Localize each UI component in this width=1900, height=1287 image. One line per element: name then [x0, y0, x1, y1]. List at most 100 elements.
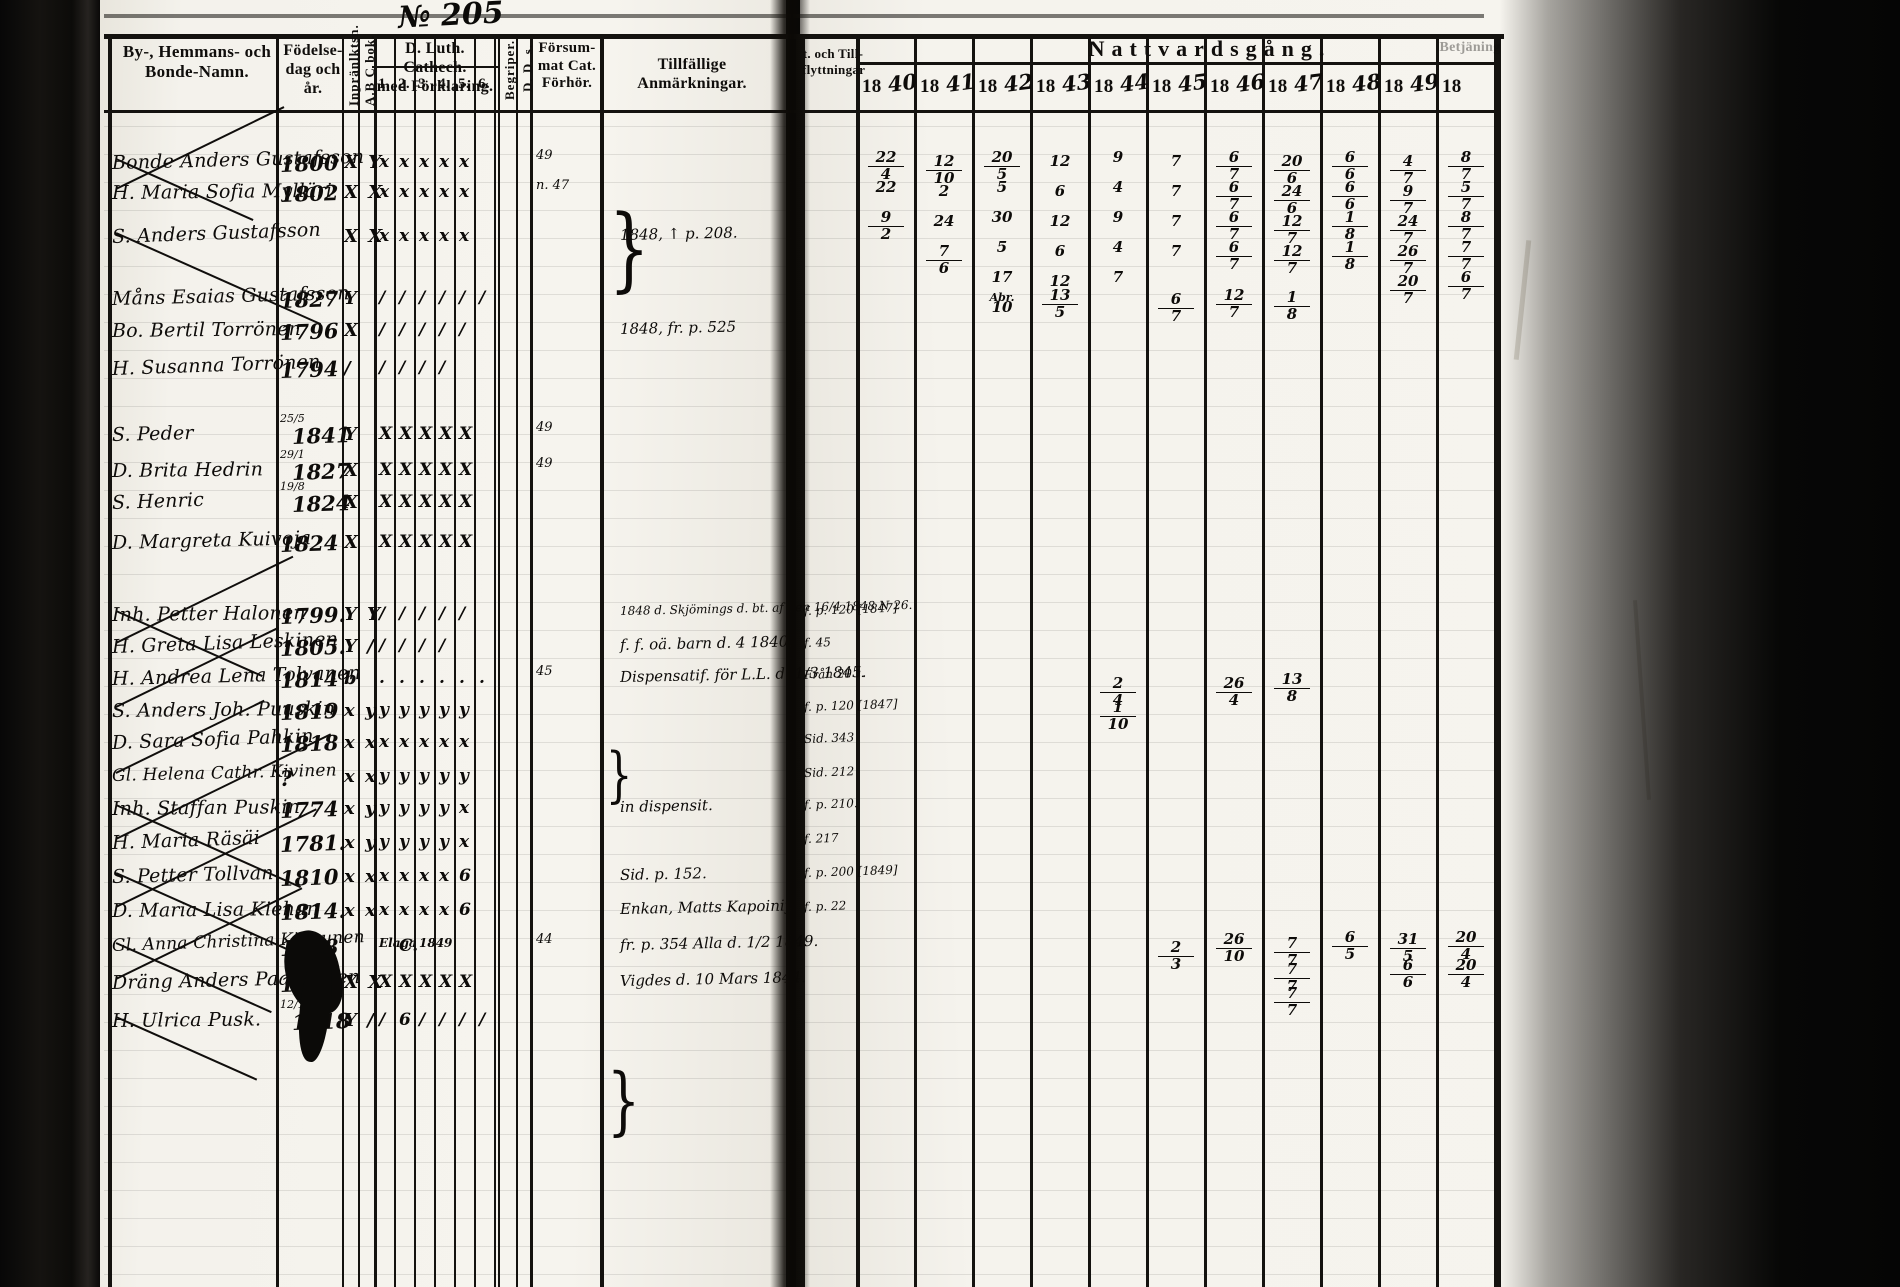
year-header-written-8: 48 — [1350, 68, 1383, 97]
header-inpraning-col: Inpränlktsn. — [346, 24, 361, 106]
row-cathech-1-0: x — [379, 182, 390, 202]
row-cathech-0-2: x — [419, 152, 430, 172]
row-abc-3: Y — [344, 288, 359, 309]
communion-mark-1842-0: 20 5 — [984, 150, 1020, 182]
communion-mark-1849-2: 24 7 — [1390, 214, 1426, 246]
year-header-written-1: 41 — [944, 68, 977, 97]
communion-mark-1849-3: 26 7 — [1390, 244, 1426, 276]
moving-note-6: f. p. 210. — [803, 796, 858, 812]
row-cathech-8-0: X — [379, 492, 393, 512]
row-cathech-21-4: X — [459, 972, 473, 992]
year-header-written-5: 45 — [1176, 68, 1209, 97]
row-cathech-14-3: x — [439, 732, 450, 752]
communion-mark-1845-0: 7 — [1170, 152, 1182, 170]
communion-mark-1843-2: 12 — [1049, 212, 1071, 230]
row-birth-8: 1824 — [291, 489, 351, 517]
row-cathech-16-1: y — [399, 798, 409, 818]
row-abc-8: X — [344, 492, 360, 513]
communion-mark-1845-1: 7 — [1170, 182, 1182, 200]
row-cathech-22-4: / — [459, 1010, 466, 1030]
year-header-written-4: 44 — [1118, 68, 1151, 97]
communion-mark-1844-1: 4 — [1112, 178, 1124, 196]
table-vrule — [394, 34, 396, 1287]
row-cathech-21-2: X — [419, 972, 433, 992]
table-hrule — [104, 110, 804, 113]
row-cathech-10-0: / — [379, 604, 386, 624]
table-hrule — [372, 66, 498, 68]
row-cathech-2-3: x — [439, 226, 450, 246]
year-header-printed-0: 18 — [862, 76, 882, 97]
table-vrule — [374, 34, 377, 1287]
row-cathech-13-3: y — [439, 700, 449, 720]
row-cathech-3-2: / — [419, 288, 426, 308]
communion-mark-1843-3: 6 — [1054, 242, 1066, 260]
table-vrule — [108, 34, 112, 1287]
row-birth-6: 1841 — [291, 421, 351, 449]
header-birth-line3: år. — [303, 79, 323, 97]
communion-mark-1844-0: 9 — [1112, 148, 1124, 166]
table-vrule — [1146, 34, 1149, 1287]
row-cathech-7-2: X — [419, 460, 433, 480]
row-cathech-22-0: / — [379, 1010, 386, 1030]
communion-mark-extra-17: 12 7 — [1216, 288, 1252, 320]
row-cathech-11-1: / — [399, 636, 406, 656]
row-birth-4: 1796 — [279, 317, 339, 345]
row-cathech-1-3: x — [439, 182, 450, 202]
header-begriper-col: Begriper. — [502, 39, 517, 100]
header-cathech-sub-1: 1. — [378, 76, 390, 92]
row-cathech-6-3: X — [439, 424, 453, 444]
row-cathech-9-3: X — [439, 532, 453, 552]
header-forsummat-line2: mat Cat. — [537, 57, 597, 74]
row-cathech-2-0: x — [379, 226, 390, 246]
row-cathech-11-0: / — [379, 636, 386, 656]
table-vrule — [474, 34, 476, 1287]
row-cathech-4-1: / — [399, 320, 406, 340]
header-remarks-col: Tillfällige Anmärkningar. — [637, 56, 747, 92]
communion-mark-extra-2: 26 4 — [1216, 676, 1252, 708]
table-vrule — [434, 34, 436, 1287]
row-cathech-10-1: / — [399, 604, 406, 624]
remark-brace-2: } — [605, 740, 633, 810]
year-header-printed-2: 18 — [978, 76, 998, 97]
row-birth-9: 1824 — [279, 529, 339, 557]
row-cathech-5-1: / — [399, 358, 406, 378]
year-header-printed-9: 18 — [1384, 76, 1404, 97]
table-vrule — [1030, 34, 1033, 1287]
row-cathech-3-4: / — [459, 288, 466, 308]
row-cathech-19-0: x — [379, 900, 390, 920]
row-cathech-16-2: y — [419, 798, 429, 818]
row-abc-9: X — [344, 532, 360, 553]
row-cathech-7-4: X — [459, 460, 473, 480]
row-cathech-1-1: x — [399, 182, 410, 202]
row-cathech-12-5: . — [479, 668, 485, 688]
row-cathech-12-2: . — [419, 668, 425, 688]
row-cathech-19-3: x — [439, 900, 450, 920]
row-cathech-13-1: y — [399, 700, 409, 720]
row-abc-6: Y — [344, 424, 359, 445]
row-cathech-9-4: X — [459, 532, 473, 552]
year-header-printed-4: 18 — [1094, 76, 1114, 97]
row-forsummat-20: 44 — [536, 932, 553, 947]
row-cathech-4-4: / — [459, 320, 466, 340]
row-birth-16: 1774 — [279, 795, 339, 823]
header-cathech-sub-6: 6. — [478, 76, 490, 92]
row-birth-sup-8: 19/8 — [280, 480, 305, 493]
row-cathech-14-0: x — [379, 732, 390, 752]
row-name-8: S. Henric — [111, 488, 205, 514]
table-vrule — [972, 34, 975, 1287]
header-cathech-sub-4: 4. — [438, 76, 450, 92]
row-cathech-0-0: x — [379, 152, 390, 172]
row-cathech-9-0: X — [379, 532, 393, 552]
row-birth-15: ? — [279, 765, 293, 791]
header-moving-line2: flyttningar — [802, 62, 866, 78]
